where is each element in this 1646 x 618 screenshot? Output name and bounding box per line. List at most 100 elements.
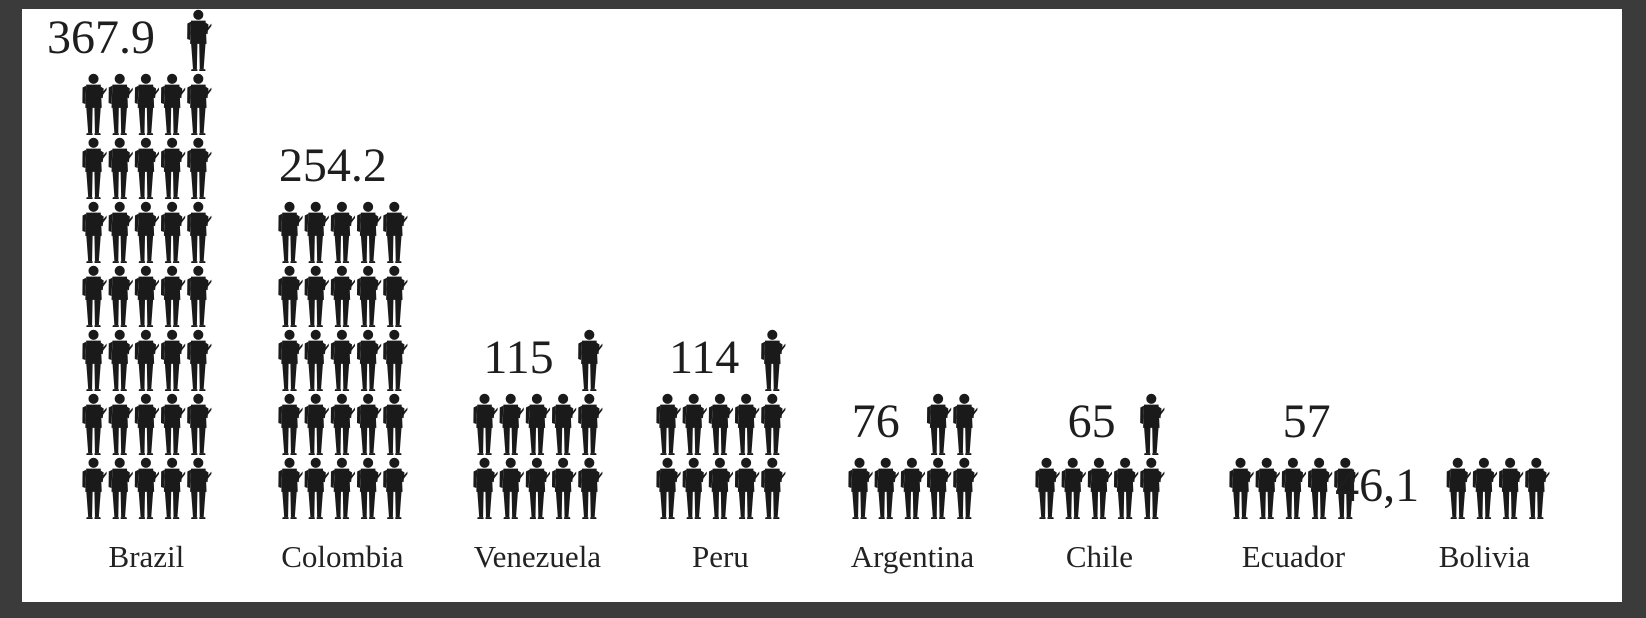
soldier-icon: [134, 329, 159, 391]
soldier-icon: [563, 329, 577, 391]
soldier-icon: [82, 329, 107, 391]
soldier-icon: [1140, 393, 1165, 455]
bar-argentina: 76 Argentina: [848, 393, 978, 574]
soldier-icon: [578, 393, 603, 455]
soldier-icon: [473, 457, 498, 519]
bar-venezuela: 115 Venezuela: [473, 329, 603, 574]
soldier-icon: [356, 457, 382, 519]
pictogram-chart: 367.9 Brazil 254.2 Colombia 115 Venezuela 114 P…: [47, 9, 1550, 574]
soldier-icon: [108, 201, 133, 263]
soldier-icon: [578, 457, 603, 519]
soldier-icon: [330, 457, 355, 519]
soldier-icon: [160, 73, 186, 135]
soldier-icon: [1429, 457, 1445, 519]
category-label: Chile: [1066, 539, 1133, 574]
soldier-icon: [953, 457, 978, 519]
soldier-icon: [578, 329, 603, 391]
soldier-icon: [108, 329, 133, 391]
soldier-icon: [656, 457, 681, 519]
soldier-icon: [187, 265, 212, 327]
soldier-icon: [134, 137, 159, 199]
soldier-icon: [187, 457, 212, 519]
soldier-icon: [1125, 393, 1139, 455]
soldier-icon: [187, 9, 212, 71]
category-label: Colombia: [281, 539, 404, 574]
soldier-icon: [278, 329, 303, 391]
soldier-icon: [160, 201, 186, 263]
soldier-icon: [734, 393, 760, 455]
soldier-icon: [383, 457, 408, 519]
soldier-icon: [383, 201, 408, 263]
soldier-icon: [1525, 457, 1550, 519]
soldier-icon: [330, 265, 355, 327]
soldier-icon: [1113, 457, 1139, 519]
value-label: 254.2: [279, 139, 387, 192]
soldier-icon: [108, 137, 133, 199]
soldier-icon: [160, 137, 186, 199]
value-label: 57: [1283, 395, 1331, 448]
soldier-icon: [874, 457, 899, 519]
soldier-icon: [1307, 457, 1333, 519]
soldier-icon: [499, 393, 524, 455]
value-label: 115: [483, 331, 553, 384]
bar-bolivia: 46,1 Bolivia: [1335, 457, 1550, 574]
soldier-icon: [304, 265, 329, 327]
soldier-icon: [330, 201, 355, 263]
value-label: 46,1: [1335, 459, 1419, 512]
soldier-icon: [187, 393, 212, 455]
chart-frame: 367.9 Brazil 254.2 Colombia 115 Venezuela 114 P…: [22, 9, 1622, 602]
soldier-icon: [82, 201, 107, 263]
soldier-icon: [525, 393, 550, 455]
soldier-icon: [383, 393, 408, 455]
soldier-icon: [499, 457, 524, 519]
soldier-icon: [953, 393, 978, 455]
category-label: Ecuador: [1242, 539, 1346, 574]
soldier-icon: [1446, 457, 1471, 519]
soldier-icon: [134, 393, 159, 455]
soldier-icon: [383, 329, 408, 391]
soldier-icon: [848, 457, 873, 519]
soldier-icon: [304, 393, 329, 455]
soldier-icon: [134, 201, 159, 263]
soldier-icon: [187, 137, 212, 199]
soldier-icon: [734, 457, 760, 519]
bar-chile: 65 Chile: [1035, 393, 1165, 574]
soldier-icon: [525, 457, 550, 519]
soldier-icon: [473, 393, 498, 455]
soldier-icon: [356, 265, 382, 327]
soldier-icon: [82, 393, 107, 455]
soldier-icon: [330, 329, 355, 391]
soldier-icon: [1140, 457, 1165, 519]
soldier-icon: [82, 137, 107, 199]
value-label: 367.9: [47, 11, 155, 64]
soldier-icon: [187, 201, 212, 263]
soldier-icon: [656, 393, 681, 455]
value-label: 76: [852, 395, 900, 448]
soldier-icon: [909, 393, 925, 455]
bar-ecuador: 57 Ecuador: [1229, 393, 1359, 574]
soldier-icon: [278, 265, 303, 327]
category-label: Bolivia: [1439, 539, 1531, 574]
soldier-icon: [304, 457, 329, 519]
soldier-icon: [551, 457, 577, 519]
soldier-icon: [1498, 457, 1524, 519]
soldier-icon: [356, 329, 382, 391]
soldier-icon: [1340, 393, 1359, 455]
soldier-icon: [682, 457, 707, 519]
soldier-icon: [82, 265, 107, 327]
soldier-icon: [108, 73, 133, 135]
soldier-icon: [356, 393, 382, 455]
soldier-icon: [160, 329, 186, 391]
soldier-icon: [165, 9, 186, 71]
soldier-icon: [330, 393, 355, 455]
soldier-icon: [187, 73, 212, 135]
bar-brazil: 367.9 Brazil: [47, 9, 212, 574]
value-label: 114: [669, 331, 739, 384]
soldier-icon: [682, 393, 707, 455]
bar-peru: 114 Peru: [656, 329, 786, 574]
soldier-icon: [926, 393, 952, 455]
soldier-icon: [708, 457, 733, 519]
soldier-icon: [1061, 457, 1086, 519]
bar-colombia: 254.2 Colombia: [278, 137, 408, 574]
soldier-icon: [1035, 457, 1060, 519]
